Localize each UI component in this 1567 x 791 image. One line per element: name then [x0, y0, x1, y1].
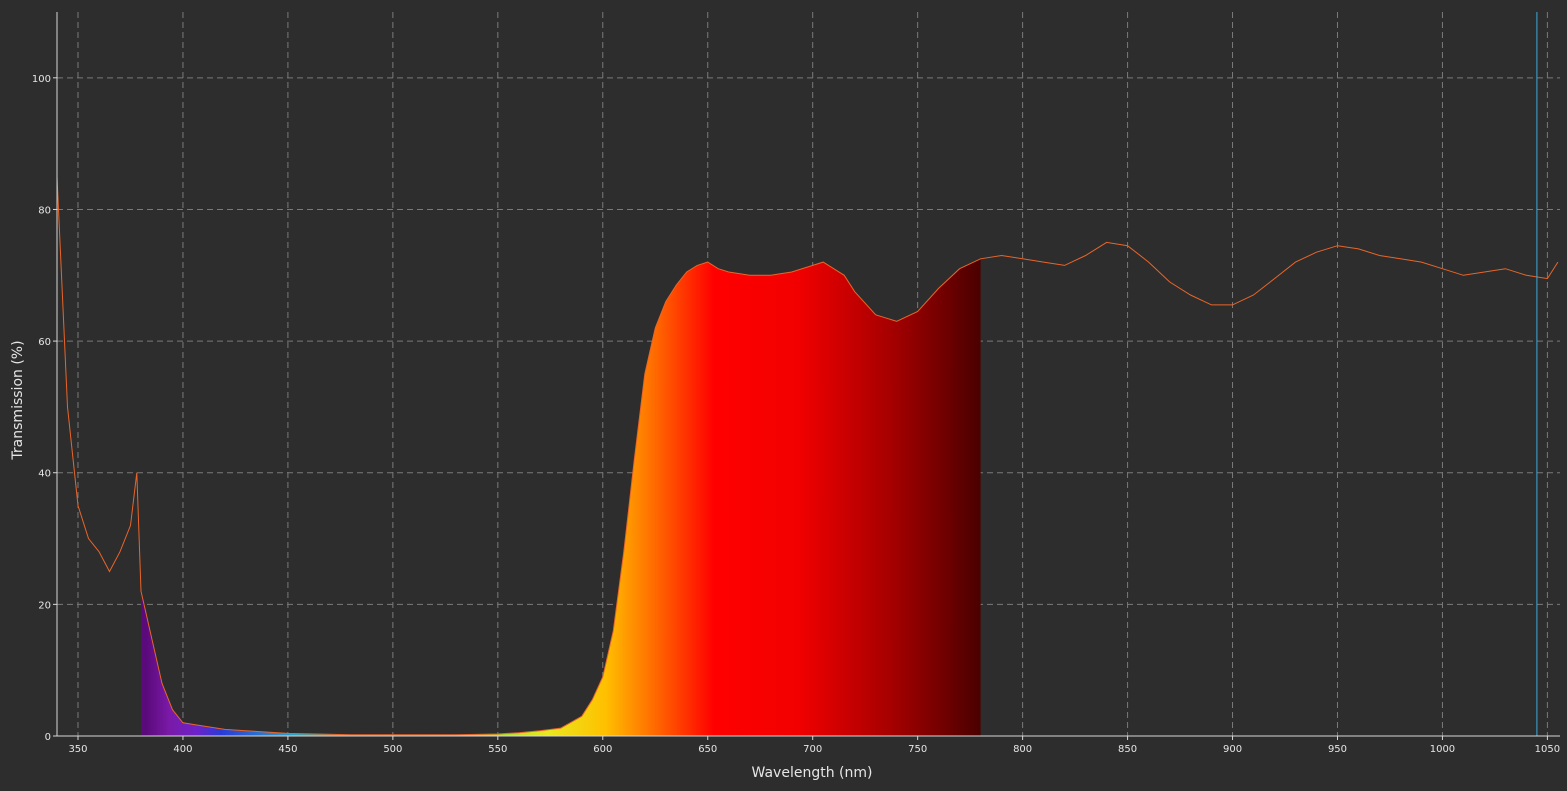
x-tick-label-700: 700 — [803, 744, 822, 755]
y-tick-label-40: 40 — [38, 469, 51, 480]
x-tick-label-550: 550 — [488, 744, 507, 755]
y-tick-label-100: 100 — [32, 74, 51, 85]
x-tick-label-950: 950 — [1328, 744, 1347, 755]
y-tick-label-20: 20 — [38, 600, 51, 611]
x-tick-label-1000: 1000 — [1430, 744, 1455, 755]
x-tick-label-750: 750 — [908, 744, 927, 755]
x-tick-label-350: 350 — [68, 744, 87, 755]
x-tick-label-900: 900 — [1223, 744, 1242, 755]
x-axis-title: Wavelength (nm) — [752, 765, 873, 781]
x-axis-ticks: 350 400 450 500 550 600 650 700 750 800 850 900 950 1… — [68, 736, 1560, 755]
y-tick-label-60: 60 — [38, 337, 51, 348]
x-tick-label-800: 800 — [1013, 744, 1032, 755]
x-tick-label-450: 450 — [278, 744, 297, 755]
x-tick-label-1050: 1050 — [1535, 744, 1560, 755]
x-tick-label-600: 600 — [593, 744, 612, 755]
y-axis-ticks: 0 20 40 60 80 100 — [32, 74, 57, 743]
y-tick-label-80: 80 — [38, 205, 51, 216]
x-tick-label-650: 650 — [698, 744, 717, 755]
x-tick-label-850: 850 — [1118, 744, 1137, 755]
spectrum-fill-area — [141, 258, 981, 736]
x-tick-label-500: 500 — [383, 744, 402, 755]
y-axis-title: Transmission (%) — [10, 340, 26, 460]
grid-lines — [57, 12, 1560, 736]
transmission-line — [57, 176, 1559, 736]
y-tick-label-0: 0 — [45, 732, 51, 743]
x-tick-label-400: 400 — [173, 744, 192, 755]
